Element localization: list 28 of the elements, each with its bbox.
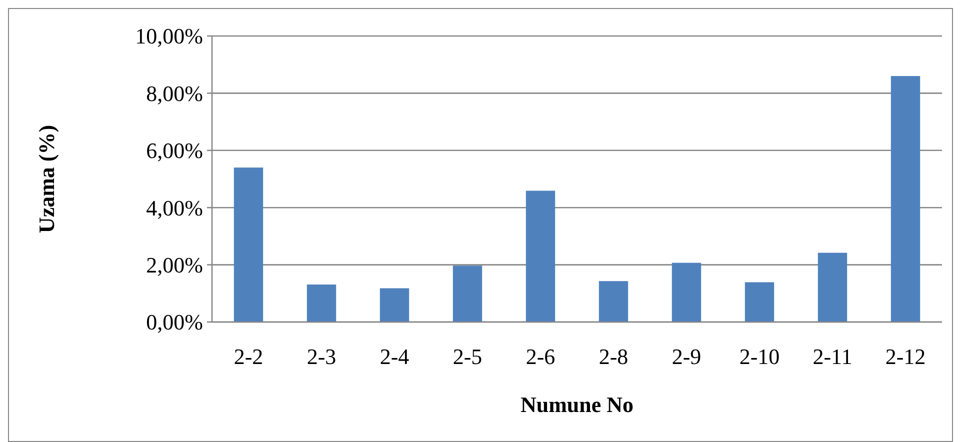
x-tick-label: 2-5 (452, 344, 482, 369)
x-tick-label: 2-3 (306, 344, 336, 369)
y-tick-label: 2,00% (146, 252, 203, 278)
x-tick-label: 2-4 (380, 344, 410, 369)
bar (890, 76, 920, 322)
x-tick-label: 2-2 (234, 344, 264, 369)
bar (598, 281, 628, 322)
y-tick-label: 10,00% (135, 24, 203, 49)
x-tick-label: 2-12 (885, 344, 926, 369)
x-tick-label: 2-8 (598, 344, 628, 369)
x-tick-label: 2-10 (739, 344, 780, 369)
x-tick-label: 2-9 (672, 344, 702, 369)
y-tick-label: 6,00% (146, 138, 203, 164)
y-tick-label: 4,00% (146, 195, 203, 220)
x-tick-label: 2-6 (526, 344, 556, 369)
bar (672, 262, 702, 322)
bar (234, 168, 264, 322)
y-axis-title: Uzama (%) (34, 124, 59, 234)
y-tick-label: 8,00% (146, 80, 203, 106)
bar (818, 252, 848, 322)
bar (526, 190, 556, 322)
x-axis-title: Numune No (520, 392, 634, 417)
y-tick-label: 0,00% (146, 310, 203, 335)
bar (744, 282, 774, 322)
bar (306, 284, 336, 322)
x-tick-label: 2-11 (812, 344, 852, 369)
bar (452, 266, 482, 322)
bar (380, 288, 410, 322)
